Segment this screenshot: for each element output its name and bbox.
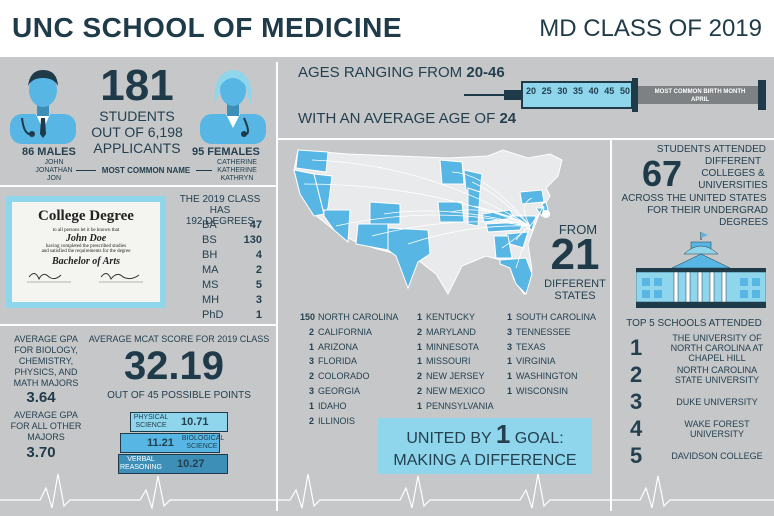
gpa-other-value: 3.70 bbox=[26, 444, 56, 461]
list-item: 1 SOUTH CAROLINA bbox=[506, 312, 597, 322]
book-biological: 11.21 BIOLOGICAL SCIENCE bbox=[120, 433, 224, 453]
list-item: 1 WISCONSIN bbox=[506, 385, 569, 396]
list-item: 3 TENNESSEE bbox=[506, 326, 571, 337]
list-item: 2 NORTH CAROLINA STATE UNIVERSITY bbox=[630, 361, 760, 387]
degree-row: BH 4 bbox=[202, 249, 262, 261]
list-item: 3 DUKE UNIVERSITY bbox=[630, 388, 758, 414]
list-item: 5 DAVIDSON COLLEGE bbox=[630, 442, 763, 468]
states-label: DIFFERENT STATES bbox=[544, 278, 606, 302]
colleges-count: 67 bbox=[642, 153, 683, 194]
page-title: UNC SCHOOL OF MEDICINE bbox=[12, 12, 403, 43]
diploma: College Degree to all persons let it be … bbox=[6, 196, 166, 308]
mcat-score: 32.19 bbox=[123, 344, 225, 388]
male-names: JOHN JONATHAN JON bbox=[35, 159, 73, 182]
syringe-ticks: 20 25 30 35 40 45 50 bbox=[526, 86, 630, 96]
colleges-desc2: ACROSS THE UNITED STATES FOR THEIR UNDER… bbox=[621, 193, 768, 228]
list-item: 1 MISSOURI bbox=[416, 356, 471, 367]
divider bbox=[610, 140, 612, 511]
male-doctor-icon bbox=[10, 64, 76, 144]
header-bar: UNC SCHOOL OF MEDICINE MD CLASS OF 2019 bbox=[0, 0, 774, 60]
degree-row: BA 47 bbox=[202, 219, 262, 231]
students-count: 181 bbox=[100, 61, 174, 110]
syringe-icon bbox=[464, 76, 770, 114]
state-list-2: 1 KENTUCKY 2 MARYLAND 1 MINNESOTA 1 MISSOURI… bbox=[408, 310, 494, 414]
degree-row: MH 3 bbox=[202, 294, 262, 306]
female-names: CATHERINE KATHERINE KATHRYN bbox=[217, 159, 257, 182]
females-count: 95 FEMALES bbox=[192, 146, 260, 158]
degrees-list: BA 47 BS 130 BH 4 MA 2 MS 5 MH 3 PhD 1 bbox=[202, 218, 262, 323]
states-count: 21 bbox=[550, 230, 600, 279]
goal-line2: MAKING A DIFFERENCE bbox=[393, 452, 577, 469]
us-map bbox=[288, 144, 592, 306]
list-item: 1 VIRGINIA bbox=[506, 356, 556, 367]
state-list-1: 150 NORTH CAROLINA 2 CALIFORNIA 1 ARIZONA 3… bbox=[300, 310, 398, 428]
list-item: 1 WASHINGTON bbox=[506, 371, 578, 382]
list-item: 150 NORTH CAROLINA bbox=[300, 312, 399, 322]
list-item: 2 NEW MEXICO bbox=[416, 385, 486, 396]
top-schools-label: TOP 5 SCHOOLS ATTENDED bbox=[626, 318, 762, 329]
degrees-heading: THE 2019 CLASS HAS 192 DEGREES bbox=[179, 194, 261, 227]
diploma-name: John Doe bbox=[65, 233, 107, 244]
divider bbox=[76, 170, 96, 171]
goal-line1: UNITED BY 1 GOAL: bbox=[406, 419, 564, 449]
diploma-text: and satisfied the requirements for the d… bbox=[41, 249, 131, 254]
list-item: 1 KENTUCKY bbox=[416, 312, 476, 322]
list-item: 1 THE UNIVERSITY OF NORTH CAROLINA AT CHA… bbox=[630, 332, 764, 363]
diploma-degree: Bachelor of Arts bbox=[52, 256, 120, 267]
list-item: 3 FLORIDA bbox=[308, 356, 358, 367]
males-count: 86 MALES bbox=[22, 146, 76, 158]
birth-month: MOST COMMON BIRTH MONTH APRIL bbox=[654, 89, 746, 103]
mcat-out-of: OUT OF 45 POSSIBLE POINTS bbox=[107, 390, 251, 401]
goal-box: UNITED BY 1 GOAL: MAKING A DIFFERENCE bbox=[378, 418, 592, 474]
list-item: 2 ILLINOIS bbox=[308, 415, 356, 426]
gpa-sci-label: AVERAGE GPA FOR BIOLOGY, CHEMISTRY, PHYS… bbox=[13, 334, 79, 388]
list-item: 2 COLORADO bbox=[308, 371, 370, 382]
degree-row: PhD 1 bbox=[202, 309, 262, 321]
divider bbox=[276, 62, 278, 511]
list-item: 1 IDAHO bbox=[308, 400, 347, 411]
degree-row: MS 5 bbox=[202, 279, 262, 291]
divider bbox=[0, 324, 276, 326]
diploma-text: having completed the prescribed studies bbox=[45, 244, 127, 249]
colleges-line1: STUDENTS ATTENDED bbox=[656, 144, 766, 155]
list-item: 2 MARYLAND bbox=[416, 326, 476, 337]
age-range: AGES RANGING FROM 20-46 bbox=[298, 64, 505, 81]
students-label: STUDENTS OUT OF 6,198 APPLICANTS bbox=[91, 108, 183, 156]
university-building-icon bbox=[635, 232, 767, 308]
top-schools-list: 1 THE UNIVERSITY OF NORTH CAROLINA AT CHA… bbox=[630, 332, 768, 469]
states-from: FROM bbox=[558, 222, 598, 237]
divider bbox=[0, 185, 276, 187]
divider bbox=[278, 138, 774, 140]
divider bbox=[196, 170, 212, 171]
colleges-desc: DIFFERENT COLLEGES & UNIVERSITIES bbox=[698, 156, 768, 191]
female-doctor-icon bbox=[200, 64, 266, 144]
state-list-3: 1 SOUTH CAROLINA 3 TENNESSEE 3 TEXAS 1 VIRGI… bbox=[498, 310, 596, 399]
list-item: 2 NEW JERSEY bbox=[416, 371, 485, 382]
heartbeat-line bbox=[0, 470, 774, 511]
common-name-label: MOST COMMON NAME bbox=[101, 166, 191, 175]
list-item: 1 MINNESOTA bbox=[416, 341, 479, 352]
list-item: 1 PENNSYLVANIA bbox=[416, 400, 494, 411]
mcat-heading: AVERAGE MCAT SCORE FOR 2019 CLASS bbox=[88, 334, 270, 344]
gpa-sci-value: 3.64 bbox=[26, 389, 56, 406]
list-item: 3 TEXAS bbox=[506, 341, 546, 352]
diploma-text: to all persons let it be known that bbox=[52, 228, 120, 233]
degree-row: BS 130 bbox=[202, 234, 262, 246]
book-physical: PHYSICAL SCIENCE 10.71 bbox=[130, 412, 228, 432]
gpa-other-label: AVERAGE GPA FOR ALL OTHER MAJORS bbox=[10, 410, 82, 442]
class-title: MD CLASS OF 2019 bbox=[539, 15, 762, 42]
list-item: 4 WAKE FOREST UNIVERSITY bbox=[630, 415, 750, 441]
age-average: WITH AN AVERAGE AGE OF 24 bbox=[298, 110, 517, 127]
list-item: 2 CALIFORNIA bbox=[308, 326, 373, 337]
diploma-title: College Degree bbox=[38, 208, 134, 224]
list-item: 3 GEORGIA bbox=[308, 385, 361, 396]
list-item: 1 ARIZONA bbox=[308, 341, 359, 352]
signature-icon bbox=[27, 273, 143, 283]
degree-row: MA 2 bbox=[202, 264, 262, 276]
book-verbal: VERBAL REASONING 10.27 bbox=[118, 454, 228, 474]
